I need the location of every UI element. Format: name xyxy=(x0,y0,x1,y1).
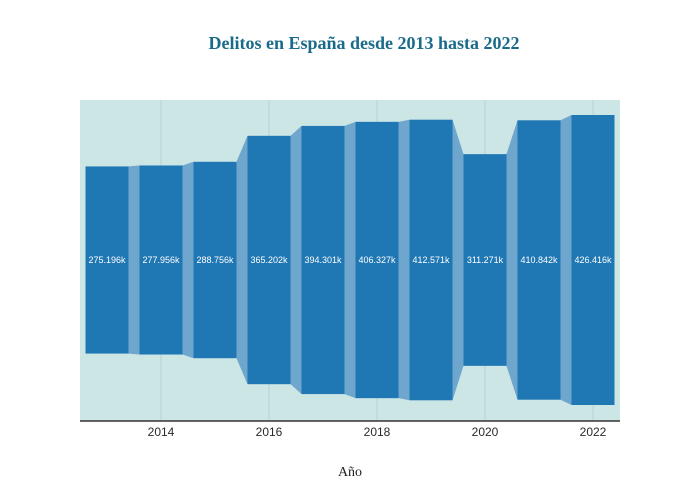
connectors xyxy=(128,115,572,405)
bar xyxy=(355,121,399,399)
funnel-connector xyxy=(128,165,140,355)
bar-value-label: 275.196k xyxy=(88,255,126,265)
funnel-connector xyxy=(398,119,410,401)
bar-value-label: 412.571k xyxy=(412,255,450,265)
bar-value-label: 288.756k xyxy=(196,255,234,265)
bars xyxy=(85,115,615,405)
x-axis-label: Año xyxy=(338,465,362,480)
bar xyxy=(517,120,561,400)
chart-title: Delitos en España desde 2013 hasta 2022 xyxy=(208,33,519,53)
bar-value-label: 406.327k xyxy=(358,255,396,265)
bar-value-label: 365.202k xyxy=(250,255,288,265)
funnel-connector xyxy=(452,119,464,401)
bar xyxy=(463,154,507,366)
bar-value-label: 394.301k xyxy=(304,255,342,265)
bar xyxy=(85,166,129,354)
bar xyxy=(247,135,291,385)
x-tick-label: 2014 xyxy=(148,425,175,439)
bar xyxy=(301,125,345,395)
bar-value-label: 426.416k xyxy=(574,255,612,265)
x-tick-label: 2016 xyxy=(256,425,283,439)
funnel-connector xyxy=(506,120,518,400)
funnel-connector xyxy=(290,125,302,395)
bar xyxy=(193,161,237,359)
x-tick-labels: 2014 2016 2018 2020 2022 xyxy=(148,425,607,439)
bar xyxy=(571,115,615,405)
bar xyxy=(409,119,453,401)
bar-value-label: 410.842k xyxy=(520,255,558,265)
x-tick-label: 2022 xyxy=(580,425,607,439)
funnel-connector xyxy=(344,121,356,399)
data-labels: 275.196k 277.956k 288.756k 365.202k 394.301k… xyxy=(88,255,612,265)
x-tick-label: 2020 xyxy=(472,425,499,439)
funnel-connector xyxy=(560,115,572,405)
funnel-connector xyxy=(236,135,248,385)
x-tick-label: 2018 xyxy=(364,425,391,439)
bar-value-label: 311.271k xyxy=(467,255,504,265)
funnel-connector xyxy=(182,161,194,359)
bar xyxy=(139,165,183,355)
bar-value-label: 277.956k xyxy=(142,255,180,265)
